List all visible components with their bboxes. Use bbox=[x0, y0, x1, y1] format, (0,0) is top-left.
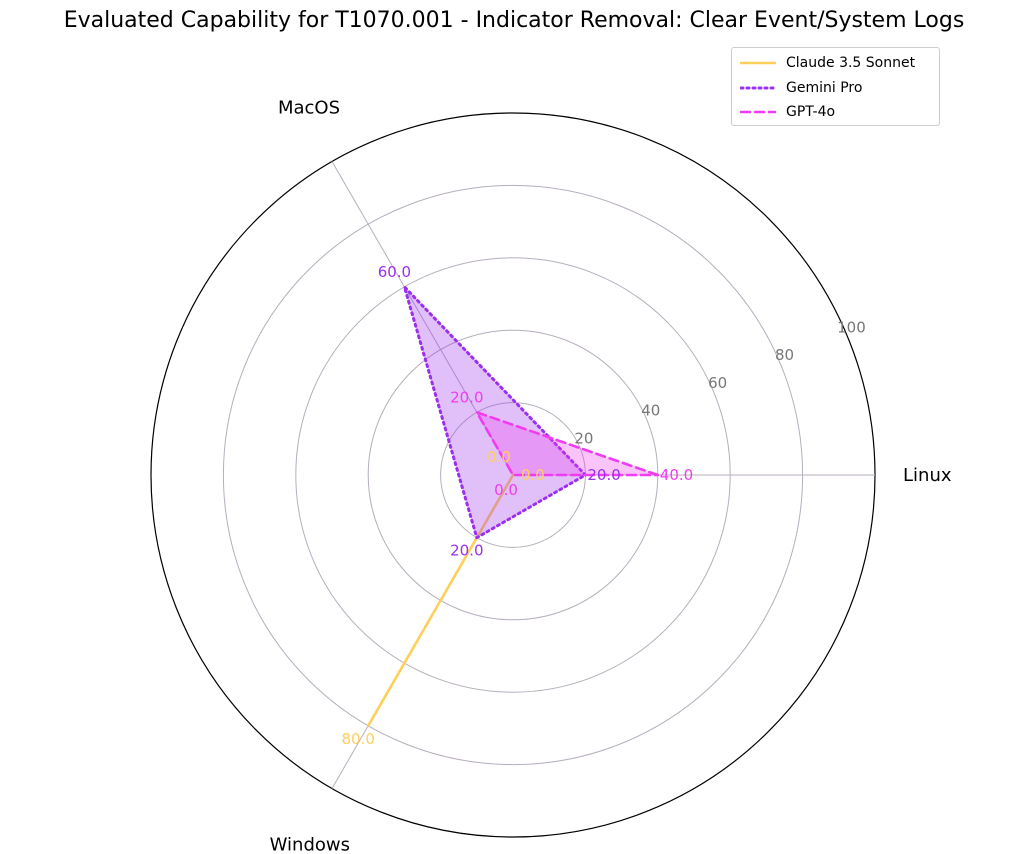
axis-label-macos: MacOS bbox=[278, 97, 340, 118]
series-line-0 bbox=[366, 473, 515, 728]
value-label: 60.0 bbox=[378, 263, 411, 281]
legend-label: GPT-4o bbox=[786, 104, 836, 121]
legend: Claude 3.5 Sonnet Gemini Pro GPT-4o bbox=[731, 47, 940, 126]
legend-label: Gemini Pro bbox=[786, 79, 863, 96]
legend-swatch bbox=[740, 82, 776, 94]
value-label: 80.0 bbox=[341, 730, 374, 748]
legend-swatch bbox=[740, 57, 776, 69]
legend-item: Claude 3.5 Sonnet bbox=[740, 51, 931, 76]
value-label: 0.0 bbox=[521, 466, 545, 484]
radial-tick-label: 100 bbox=[837, 318, 866, 336]
series-line-1 bbox=[402, 285, 587, 540]
value-label: 40.0 bbox=[660, 466, 693, 484]
axis-label-linux: Linux bbox=[903, 465, 952, 486]
series-fill-1 bbox=[404, 286, 586, 538]
radial-tick-label: 80 bbox=[775, 346, 794, 364]
value-label: 20.0 bbox=[450, 388, 483, 406]
legend-label: Claude 3.5 Sonnet bbox=[786, 55, 916, 72]
value-label: 0.0 bbox=[494, 481, 518, 499]
legend-item: GPT-4o bbox=[740, 100, 931, 125]
value-label: 20.0 bbox=[450, 542, 483, 560]
value-label: 20.0 bbox=[587, 466, 620, 484]
chart-title: Evaluated Capability for T1070.001 - Ind… bbox=[63, 8, 965, 33]
legend-swatch bbox=[740, 106, 776, 118]
radial-tick-label: 60 bbox=[708, 374, 727, 392]
legend-item: Gemini Pro bbox=[740, 76, 931, 101]
radial-tick-label: 40 bbox=[641, 402, 660, 420]
value-label: 0.0 bbox=[487, 448, 511, 466]
axis-label-windows: Windows bbox=[270, 835, 350, 854]
radial-tick-label: 20 bbox=[574, 429, 593, 447]
series-line-2 bbox=[475, 410, 660, 477]
